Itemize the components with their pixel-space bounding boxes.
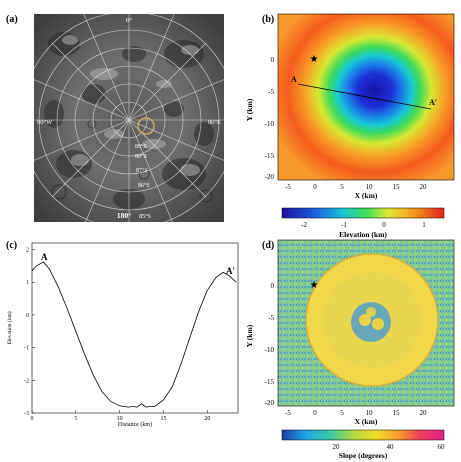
b-xtick: 20 — [420, 183, 428, 191]
c-ytick: -1 — [24, 346, 29, 352]
central-peak — [366, 307, 376, 317]
d-cbar-title: Slope (degrees) — [339, 451, 388, 460]
d-cbar-tick: 60 — [438, 443, 446, 451]
map-label-90e: 90°E — [208, 119, 221, 126]
c-ytick: 2 — [26, 248, 29, 254]
slope-map: ★ 0 -5 -10 -15 -20 Y (km) -5 0 5 10 15 2… — [245, 239, 455, 460]
map-label-85s: 85°S — [139, 213, 151, 220]
c-ytick: 0 — [26, 313, 29, 319]
b-xlabel: X (km) — [355, 191, 378, 200]
crater-rim-edge — [305, 253, 439, 387]
d-ytick: -15 — [265, 378, 275, 386]
b-ytick: -5 — [268, 88, 274, 96]
c-xtick: 20 — [204, 416, 210, 422]
star-marker: ★ — [310, 280, 319, 291]
b-cbar-tick: -1 — [341, 221, 347, 229]
elevation-profile-chart: 210-1-2-3 0 5 10 15 20 Elevation (km) Distan… — [6, 242, 239, 428]
b-ytick: -15 — [265, 152, 275, 160]
d-ytick: 0 — [271, 282, 275, 290]
study-crater-marker — [137, 117, 155, 135]
d-xlabel: X (km) — [355, 417, 378, 426]
c-xtick: 10 — [117, 416, 123, 422]
star-marker: ★ — [310, 54, 319, 65]
c-xtick: 0 — [31, 416, 34, 422]
b-ytick: -20 — [265, 173, 275, 181]
b-xtick: 0 — [313, 183, 317, 191]
b-xtick: 15 — [393, 183, 401, 191]
elevation-colorbar — [281, 207, 445, 219]
c-ytick: 1 — [26, 280, 29, 286]
central-peak — [372, 318, 384, 330]
d-xtick: 5 — [340, 409, 344, 417]
d-ytick: -5 — [268, 314, 274, 322]
b-cbar-tick: 1 — [422, 221, 426, 229]
d-xtick: 20 — [420, 409, 428, 417]
crater-floor — [351, 302, 391, 342]
d-cbar-tick: 20 — [333, 443, 341, 451]
d-xtick: 10 — [366, 409, 374, 417]
b-xtick: 10 — [366, 183, 374, 191]
c-xlabel: Distance (km) — [118, 421, 152, 428]
central-peak — [359, 314, 371, 326]
b-cbar-tick: -2 — [301, 221, 307, 229]
map-label-87s: 87°S — [136, 167, 148, 174]
map-label-89s: 89°S — [135, 143, 147, 150]
d-ylabel: Y (km) — [245, 324, 254, 347]
panel-c-label: (c) — [6, 240, 18, 251]
map-label-180: 180° — [117, 211, 131, 220]
c-xtick: 15 — [160, 416, 166, 422]
profile-series-line — [31, 261, 237, 408]
elevation-map: ★ A A' 0 -5 -10 -15 -20 Y (km) -5 0 5 10… — [245, 13, 455, 239]
d-xtick: 15 — [393, 409, 401, 417]
map-label-88s: 88°S — [135, 153, 147, 160]
d-cbar-tick: 40 — [387, 443, 395, 451]
polar-map-image: 0° 90°W 90°E 180° 85°S 89°S 88°S 87°S 86… — [34, 14, 224, 222]
profile-end-label: A' — [429, 98, 437, 107]
map-label-0: 0° — [126, 17, 132, 24]
b-cbar-tick: 0 — [382, 221, 386, 229]
panel-d-label: (d) — [262, 240, 275, 251]
c-xtick: 5 — [74, 416, 77, 422]
b-ytick: 0 — [271, 56, 275, 64]
profile-plot-area — [31, 242, 239, 414]
map-label-90w: 90°W — [37, 119, 53, 126]
d-xtick: -5 — [285, 409, 291, 417]
profile-line — [297, 83, 432, 110]
d-ytick: -10 — [265, 346, 275, 354]
b-xtick: -5 — [285, 183, 291, 191]
b-ytick: -10 — [265, 120, 275, 128]
map-label-86s: 86°S — [138, 182, 150, 189]
c-end-label: A' — [226, 266, 235, 276]
profile-start-label: A — [291, 75, 297, 84]
panel-a-label: (a) — [6, 14, 18, 25]
b-cbar-title: Elevation (km) — [339, 230, 387, 239]
slope-colorbar — [281, 429, 445, 441]
b-ylabel: Y (km) — [245, 98, 254, 121]
panel-b-label: (b) — [262, 14, 275, 25]
c-ytick: -3 — [24, 411, 29, 417]
c-ylabel: Elevation (km) — [6, 311, 13, 344]
d-ytick: -20 — [265, 399, 275, 407]
b-xtick: 5 — [340, 183, 344, 191]
c-start-label: A — [41, 252, 48, 262]
d-xtick: 0 — [313, 409, 317, 417]
c-ytick: -2 — [24, 378, 29, 384]
